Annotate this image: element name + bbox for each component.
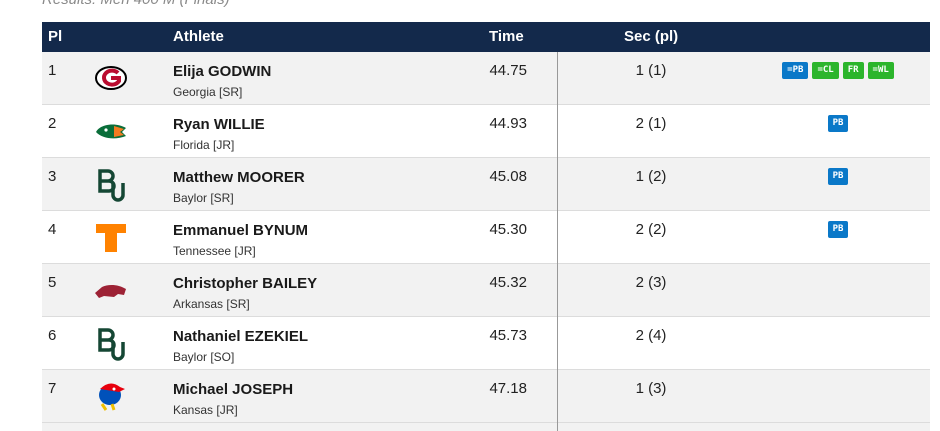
result-time: 45.30 bbox=[489, 221, 527, 238]
place: 7 bbox=[48, 380, 57, 397]
section-place: 2 (3) bbox=[635, 274, 667, 291]
section-place: 1 (3) bbox=[635, 380, 667, 397]
section-place: 1 (1) bbox=[635, 62, 667, 79]
table-row: 6 Nathaniel EZEKIEL Baylor [SO] 45.73 2 (4) bbox=[42, 317, 930, 370]
athlete-name[interactable]: Michael JOSEPH bbox=[173, 381, 294, 398]
place: 5 bbox=[48, 274, 57, 291]
table-row: 5 Christopher BAILEY Arkansas [SR] 45.32 2 (… bbox=[42, 264, 930, 317]
table-row: 4 Emmanuel BYNUM Tennessee [JR] 45.30 2 (2) P… bbox=[42, 211, 930, 264]
team-name: Florida [JR] bbox=[173, 138, 235, 152]
athlete-name[interactable]: Christopher BAILEY bbox=[173, 275, 318, 292]
record-badge: PB bbox=[827, 221, 849, 238]
table-row: 3 Matthew MOORER Baylor [SR] 45.08 1 (2) PB bbox=[42, 158, 930, 211]
team-logo bbox=[92, 218, 130, 256]
athlete-name[interactable]: Emmanuel BYNUM bbox=[173, 222, 309, 239]
record-badge: =CL bbox=[812, 62, 839, 79]
section-place: 1 (2) bbox=[635, 168, 667, 185]
result-time: 45.08 bbox=[489, 168, 527, 185]
result-time: 45.32 bbox=[489, 274, 527, 291]
team-logo bbox=[92, 112, 130, 150]
table-header: Pl Athlete Time Sec (pl) bbox=[42, 22, 930, 52]
record-badge: =WL bbox=[867, 62, 894, 79]
page-title: Results: Men 400 M (Finals) bbox=[42, 0, 230, 8]
athlete-name[interactable]: Matthew MOORER bbox=[173, 169, 305, 186]
section-place: 2 (1) bbox=[635, 115, 667, 132]
results-table: Pl Athlete Time Sec (pl) 1 Elija GODWIN Ge… bbox=[42, 22, 930, 423]
team-name: Arkansas [SR] bbox=[173, 297, 250, 311]
table-row: 7 Michael JOSEPH Kansas [JR] 47.18 1 (3) bbox=[42, 370, 930, 423]
record-badge: PB bbox=[827, 168, 849, 185]
athlete-name[interactable]: Ryan WILLIE bbox=[173, 116, 265, 133]
result-time: 47.18 bbox=[489, 380, 527, 397]
column-divider bbox=[557, 52, 558, 431]
badge-group: =PB =CL FR =WL bbox=[758, 62, 918, 79]
place: 1 bbox=[48, 62, 57, 79]
result-time: 44.93 bbox=[489, 115, 527, 132]
column-header: Sec (pl) bbox=[624, 28, 679, 45]
team-name: Tennessee [JR] bbox=[173, 244, 256, 258]
place: 3 bbox=[48, 168, 57, 185]
team-logo bbox=[92, 324, 130, 362]
team-logo bbox=[92, 377, 130, 415]
athlete-name[interactable]: Elija GODWIN bbox=[173, 63, 272, 80]
result-time: 44.75 bbox=[489, 62, 527, 79]
table-row: 1 Elija GODWIN Georgia [SR] 44.75 1 (1) =PB =C… bbox=[42, 52, 930, 105]
table-row: 2 Ryan WILLIE Florida [JR] 44.93 2 (1) PB bbox=[42, 105, 930, 158]
section-place: 2 (2) bbox=[635, 221, 667, 238]
result-time: 45.73 bbox=[489, 327, 527, 344]
column-header: Time bbox=[489, 28, 524, 45]
record-badge: =PB bbox=[782, 62, 809, 79]
column-header: Athlete bbox=[173, 28, 224, 45]
record-badge: FR bbox=[842, 62, 864, 79]
section-place: 2 (4) bbox=[635, 327, 667, 344]
record-badge: PB bbox=[827, 115, 849, 132]
badge-group: PB bbox=[758, 168, 918, 185]
column-header: Pl bbox=[48, 28, 63, 45]
badge-group: PB bbox=[758, 115, 918, 132]
team-name: Kansas [JR] bbox=[173, 403, 238, 417]
team-name: Baylor [SR] bbox=[173, 191, 234, 205]
team-logo bbox=[92, 271, 130, 309]
team-logo bbox=[92, 165, 130, 203]
table-row bbox=[42, 423, 930, 431]
place: 2 bbox=[48, 115, 57, 132]
team-name: Georgia [SR] bbox=[173, 85, 243, 99]
athlete-name[interactable]: Nathaniel EZEKIEL bbox=[173, 328, 309, 345]
place: 6 bbox=[48, 327, 57, 344]
team-logo bbox=[92, 59, 130, 97]
badge-group: PB bbox=[758, 221, 918, 238]
team-name: Baylor [SO] bbox=[173, 350, 235, 364]
place: 4 bbox=[48, 221, 57, 238]
